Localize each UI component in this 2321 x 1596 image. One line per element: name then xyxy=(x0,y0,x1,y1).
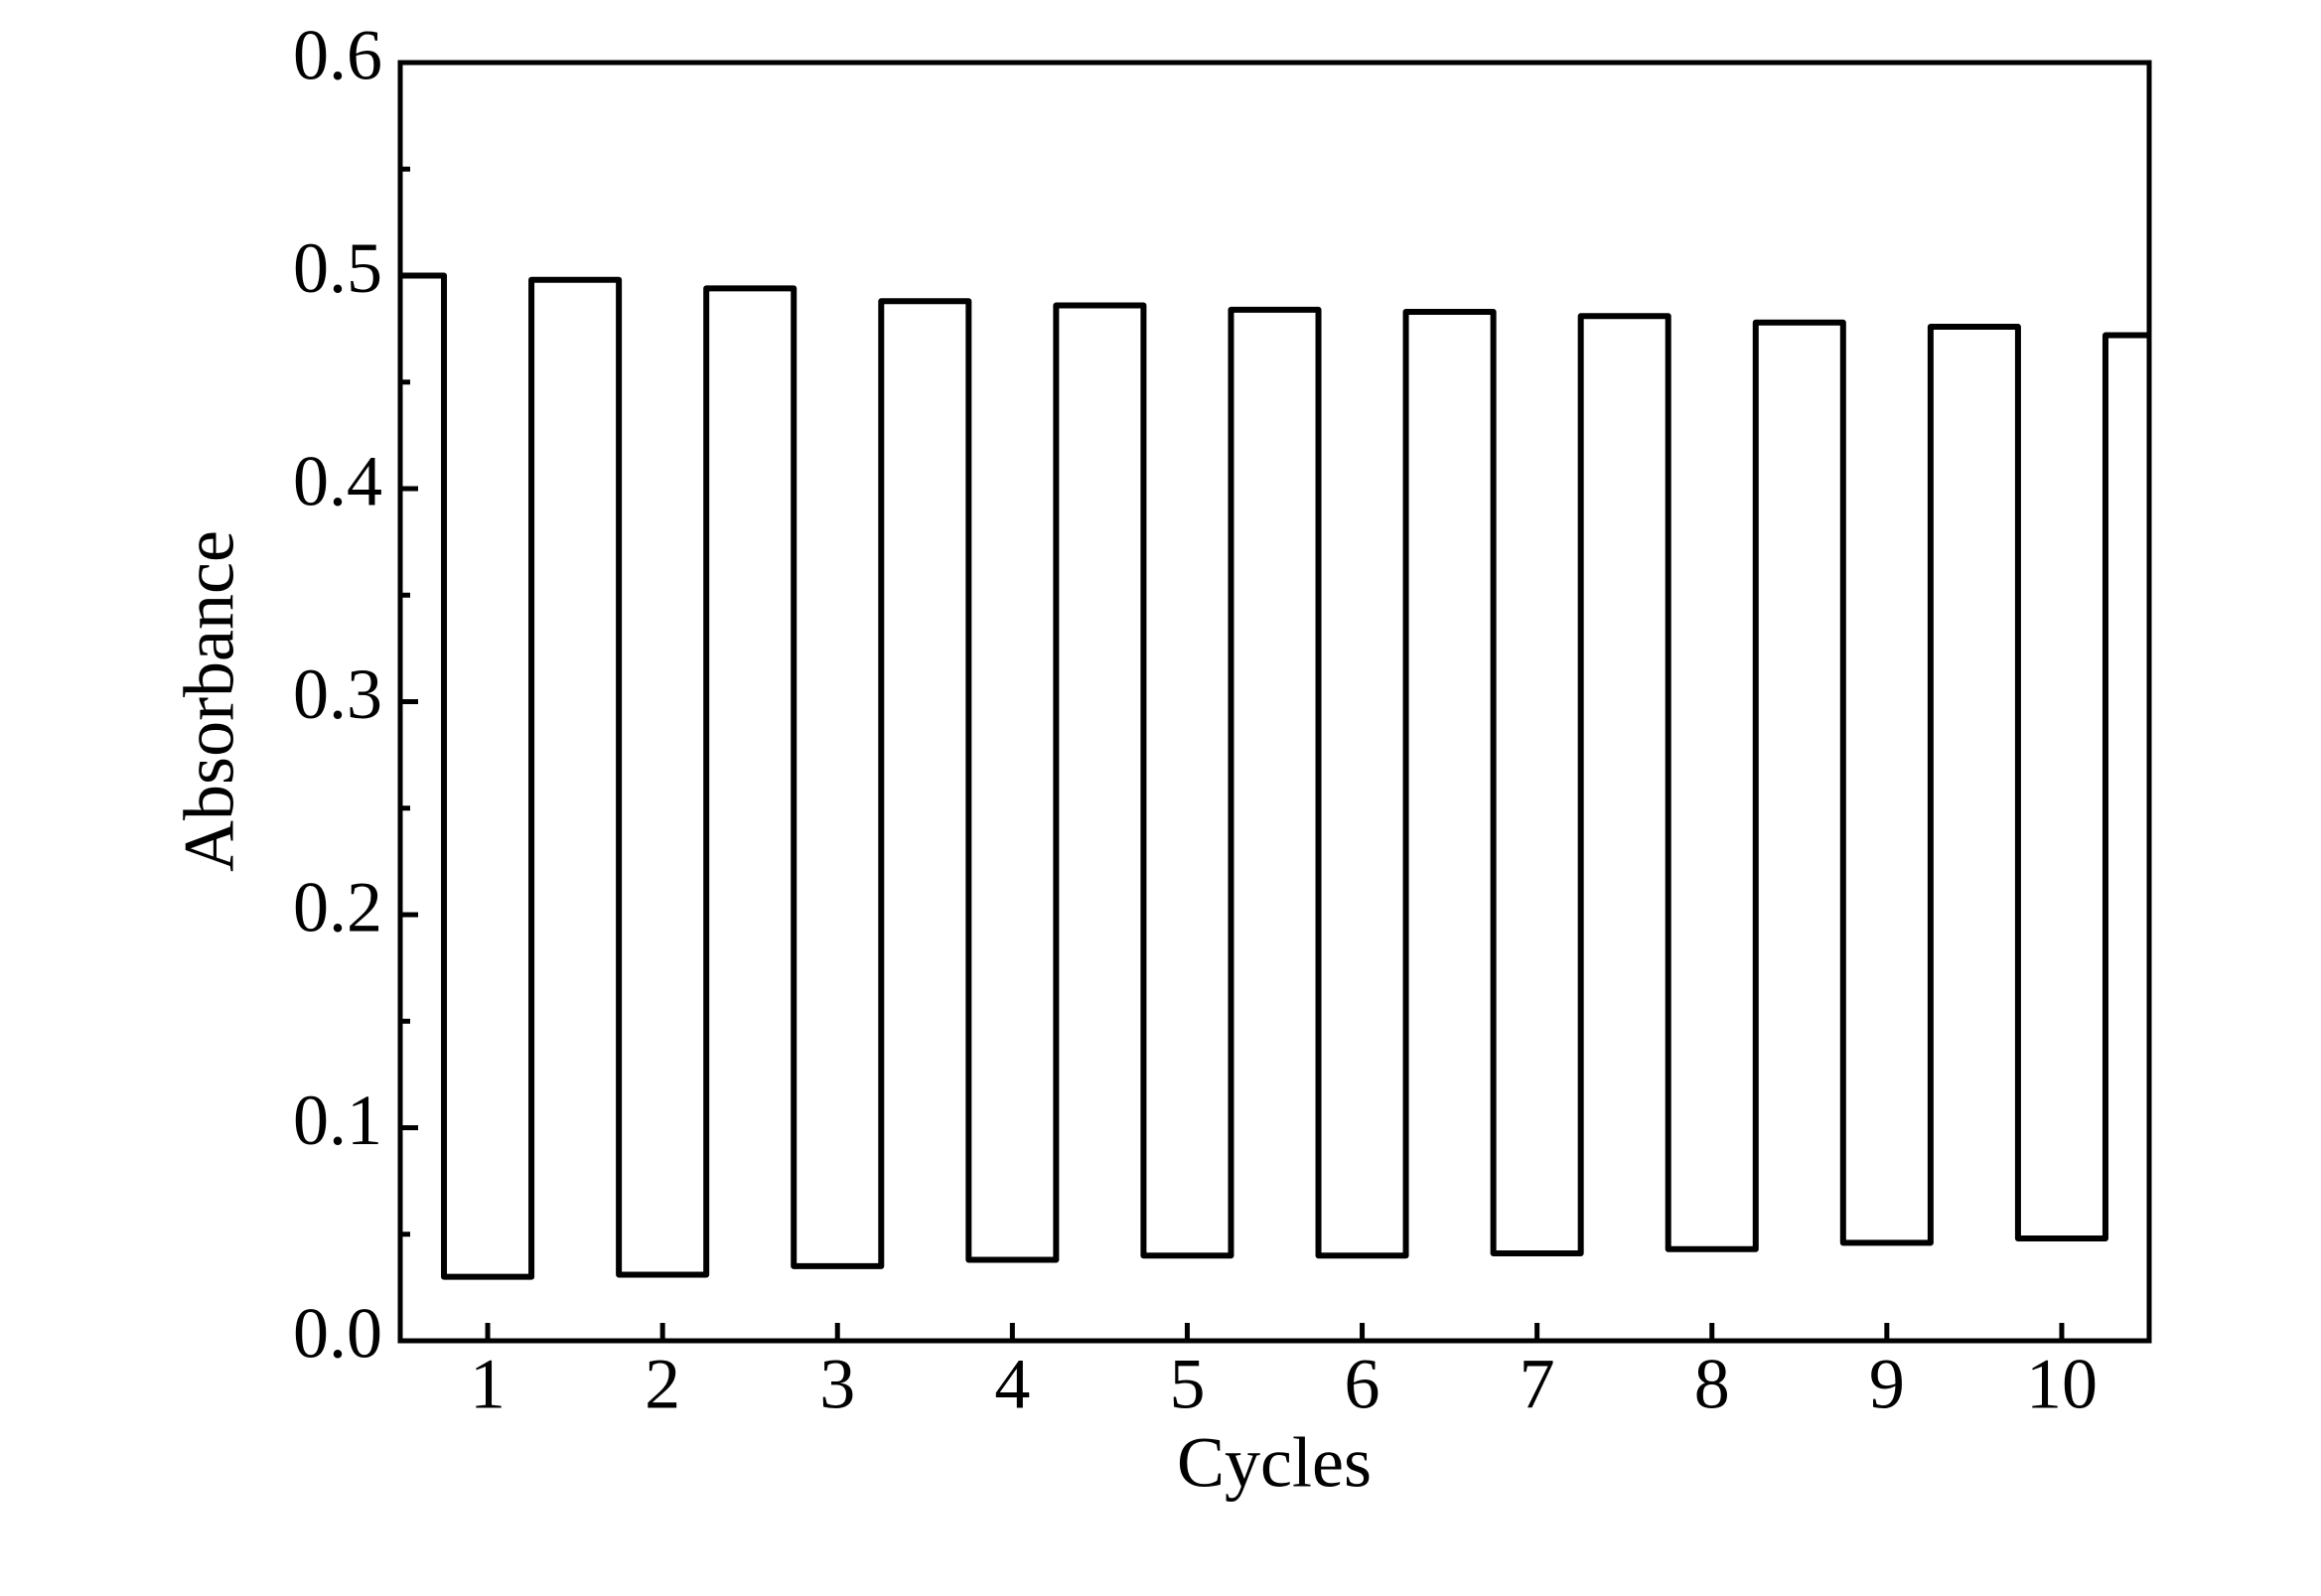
y-tick-label: 0.2 xyxy=(293,868,382,947)
x-tick-label: 6 xyxy=(1345,1345,1380,1424)
y-tick-label: 0.3 xyxy=(293,654,382,734)
y-tick-label: 0.4 xyxy=(293,442,382,521)
x-tick-label: 2 xyxy=(645,1345,680,1424)
y-tick-label: 0.0 xyxy=(293,1294,382,1374)
x-tick-label: 4 xyxy=(994,1345,1030,1424)
x-tick-label: 10 xyxy=(2026,1345,2098,1424)
x-tick-label: 5 xyxy=(1169,1345,1205,1424)
plot-frame xyxy=(397,60,2152,1344)
x-tick-label: 1 xyxy=(470,1345,506,1424)
x-tick-label: 9 xyxy=(1869,1345,1905,1424)
y-tick-label: 0.6 xyxy=(293,16,382,95)
y-axis-label: Absorbance xyxy=(170,530,249,872)
x-tick-label: 8 xyxy=(1694,1345,1730,1424)
x-tick-label: 3 xyxy=(819,1345,855,1424)
data-line xyxy=(400,272,2149,1280)
x-tick-label: 7 xyxy=(1520,1345,1555,1424)
y-tick-label: 0.5 xyxy=(293,228,382,308)
x-axis-label: Cycles xyxy=(1177,1423,1372,1503)
y-tick-label: 0.1 xyxy=(293,1081,382,1160)
